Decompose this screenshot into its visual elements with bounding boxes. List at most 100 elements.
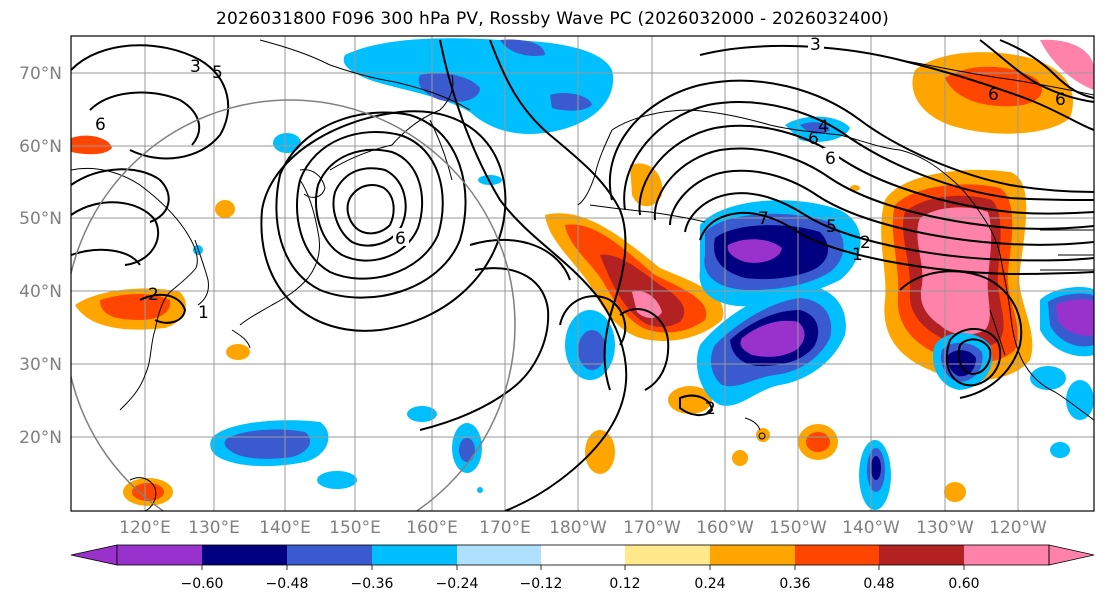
negative-anomaly-region — [727, 239, 782, 263]
positive-anomaly-region — [132, 483, 164, 501]
contour-label: 2 — [705, 399, 716, 419]
graticule — [71, 36, 1094, 511]
range-circle — [71, 99, 516, 511]
colorbar-min-extend — [70, 544, 118, 566]
negative-anomaly-region — [1056, 299, 1094, 336]
lon-label-130w: 130°W — [916, 518, 974, 538]
map-title: 2026031800 F096 300 hPa PV, Rossby Wave … — [216, 9, 889, 29]
negative-anomaly-region — [800, 122, 830, 134]
negative-anomaly-region — [418, 73, 480, 102]
positive-anomaly-region — [630, 163, 663, 207]
lon-label-170w: 170°W — [623, 518, 681, 538]
colorbar-segment — [457, 545, 541, 565]
contour-label: 1 — [198, 303, 209, 323]
lon-label-150w: 150°W — [769, 518, 827, 538]
map-frame — [70, 35, 1095, 512]
coastlines — [71, 39, 1094, 511]
colorbar-segment — [879, 545, 964, 565]
positive-anomaly-region — [1040, 39, 1094, 90]
contour-label: 5 — [826, 217, 837, 237]
contour-label: 6 — [1055, 90, 1066, 110]
negative-anomaly-region — [550, 93, 592, 111]
contour-label: 2 — [148, 285, 159, 305]
lat-label-60n: 60°N — [19, 137, 62, 157]
colorbar-tick-label: −0.12 — [520, 576, 563, 592]
contour-label: 6 — [825, 149, 836, 169]
colorbar-tick-label: 0.36 — [779, 576, 810, 592]
lon-label-120e: 120°E — [119, 518, 171, 538]
lon-label-140w: 140°W — [842, 518, 900, 538]
lat-label-50n: 50°N — [19, 209, 62, 229]
contour-label: 1 — [852, 245, 863, 265]
colorbar-segment — [964, 545, 1049, 565]
lon-label-140e: 140°E — [259, 518, 311, 538]
negative-anomaly-region — [871, 456, 881, 480]
contour-label: 5 — [212, 63, 223, 83]
colorbar-tick-label: −0.36 — [351, 576, 394, 592]
positive-anomaly-region — [226, 344, 250, 360]
lon-label-120w: 120°W — [989, 518, 1047, 538]
colorbar-segment — [202, 545, 287, 565]
longitude-axis: 120°E 130°E 140°E 150°E 160°E 170°E 180°… — [119, 518, 1047, 538]
negative-anomaly-region — [1030, 366, 1066, 390]
positive-anomaly-region — [732, 450, 748, 466]
colorbar-tick-label: 0.24 — [694, 576, 725, 592]
contour-label: 7 — [758, 209, 769, 229]
lon-label-180w: 180°W — [549, 518, 607, 538]
colorbar-segment — [710, 545, 795, 565]
contour-label: 3 — [190, 57, 201, 77]
lat-label-40n: 40°N — [19, 282, 62, 302]
colorbar-tick-label: 0.12 — [609, 576, 640, 592]
colorbar-frame — [116, 544, 1050, 566]
colorbar-segment — [625, 545, 710, 565]
colorbar-segment — [541, 545, 625, 565]
colorbar-segment — [117, 545, 202, 565]
positive-anomaly-region — [756, 428, 770, 442]
lat-label-30n: 30°N — [19, 355, 62, 375]
negative-anomaly-region — [459, 438, 475, 462]
negative-anomaly-region — [500, 39, 545, 57]
contour-label-group: 3 6 6 6 4 6 7 5 2 1 1 2 3 5 6 6 2 — [93, 35, 1066, 419]
colorbar-tick-label: 0.60 — [948, 576, 979, 592]
colorbar-segment — [795, 545, 879, 565]
latitude-axis: 70°N 60°N 50°N 40°N 30°N 20°N — [19, 64, 62, 448]
negative-anomaly-region — [273, 133, 301, 153]
lon-label-130e: 130°E — [188, 518, 240, 538]
negative-anomaly-region — [407, 406, 437, 422]
colorbar-segment — [372, 545, 457, 565]
contour-label: 4 — [818, 117, 829, 137]
contour-label: 2 — [860, 233, 871, 253]
contour-label: 6 — [988, 85, 999, 105]
colorbar-tick-label: −0.60 — [181, 576, 224, 592]
lon-label-160e: 160°E — [406, 518, 458, 538]
positive-anomaly-region — [806, 432, 830, 452]
negative-anomaly-region — [477, 487, 483, 493]
positive-anomaly-region — [850, 185, 860, 191]
positive-anomaly-region — [944, 482, 966, 502]
lat-label-20n: 20°N — [19, 428, 62, 448]
contour-label: 6 — [808, 129, 819, 149]
lon-label-170e: 170°E — [479, 518, 531, 538]
colorbar-segment — [287, 545, 372, 565]
colorbar-tick-label: 0.48 — [863, 576, 894, 592]
contour-label: 3 — [810, 35, 821, 55]
positive-anomaly-region — [100, 294, 171, 320]
negative-anomaly-region — [578, 330, 606, 370]
negative-anomaly-region — [343, 38, 614, 134]
contour-label: 6 — [395, 229, 406, 249]
positive-anomaly-region — [632, 291, 662, 318]
lat-label-70n: 70°N — [19, 64, 62, 84]
negative-anomaly-region — [1050, 442, 1070, 458]
negative-anomaly-region — [947, 350, 976, 377]
colorbar-max-extend — [1048, 544, 1095, 566]
lon-label-150e: 150°E — [329, 518, 381, 538]
positive-anomaly-region — [585, 430, 615, 474]
colorbar: −0.60 −0.48 −0.36 −0.24 −0.12 0.12 0.24 … — [70, 544, 1095, 592]
contour-label: 6 — [95, 115, 106, 135]
negative-anomaly-region — [317, 471, 357, 489]
colorbar-tick-label: −0.48 — [266, 576, 309, 592]
positive-anomaly-region — [71, 135, 112, 155]
negative-anomaly-region — [740, 320, 805, 357]
negative-anomaly-region — [1066, 380, 1094, 420]
